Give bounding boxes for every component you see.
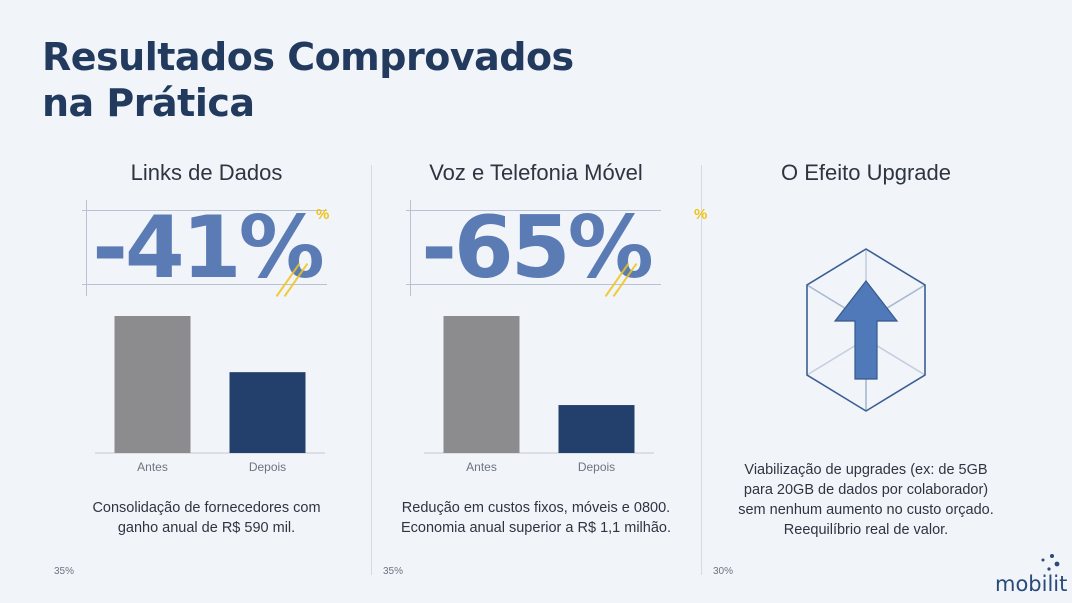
column-title: Voz e Telefonia Móvel: [429, 160, 643, 185]
stat-block: -65% %: [406, 198, 707, 300]
bar-antes: [443, 316, 520, 453]
stat-block: -41% %: [82, 200, 332, 300]
page-title-line2: na Prática: [42, 81, 255, 125]
stat-mark: %: [316, 206, 330, 223]
logo-text: mobilit: [995, 572, 1068, 596]
mobilit-logo: mobilit: [995, 552, 1070, 596]
bar-antes: [114, 316, 191, 453]
bar-chart: Antes Depois: [95, 300, 325, 485]
description-line: Reequilíbrio real de valor.: [783, 522, 949, 538]
tick-label: Antes: [137, 460, 168, 474]
column-description: Consolidação de fornecedores com ganho a…: [42, 498, 371, 538]
column-description: Redução em custos fixos, móveis e 0800. …: [371, 498, 701, 538]
description-line: ganho anual de R$ 590 mil.: [117, 520, 296, 536]
bar-depois: [558, 405, 635, 453]
column-title: O Efeito Upgrade: [781, 160, 951, 185]
logo-dots-icon: [1041, 554, 1060, 571]
description-line: Viabilização de upgrades (ex: de 5GB: [744, 462, 988, 478]
page-title-line1: Resultados Comprovados: [42, 35, 574, 79]
footnote: 30%: [713, 566, 734, 577]
page-title: Resultados Comprovados na Prática: [42, 34, 574, 126]
guide-line: [82, 210, 327, 211]
guide-line: [82, 284, 327, 285]
tick-label: Antes: [466, 460, 497, 474]
guide-line: [86, 200, 87, 296]
guide-line: [406, 210, 661, 211]
description-line: Economia anual superior a R$ 1,1 milhão.: [400, 520, 671, 536]
description-line: sem nenhum aumento no custo orçado.: [738, 502, 994, 518]
description-line: para 20GB de dados por colaborador): [743, 482, 989, 498]
bar-chart-svg: Antes Depois: [424, 316, 654, 474]
column-divider: [371, 165, 372, 575]
footnote: 35%: [383, 566, 404, 577]
guide-line: [410, 200, 411, 296]
description-line: Consolidação de fornecedores com: [92, 500, 321, 516]
bar-depois: [229, 372, 306, 453]
column-divider: [701, 165, 702, 575]
bar-chart-svg: Antes Depois: [95, 316, 325, 474]
column-description: Viabilização de upgrades (ex: de 5GB par…: [701, 460, 1031, 540]
arrow-up-cube-icon: [801, 245, 931, 415]
footnote: 35%: [54, 566, 75, 577]
tick-label: Depois: [249, 460, 286, 474]
stat-value: -65%: [421, 198, 654, 298]
bar-chart: Antes Depois: [424, 300, 654, 485]
column-title: Links de Dados: [130, 160, 283, 185]
stat-mark: %: [694, 206, 708, 223]
tick-label: Depois: [578, 460, 615, 474]
guide-line: [406, 284, 661, 285]
description-line: Redução em custos fixos, móveis e 0800.: [401, 500, 671, 516]
